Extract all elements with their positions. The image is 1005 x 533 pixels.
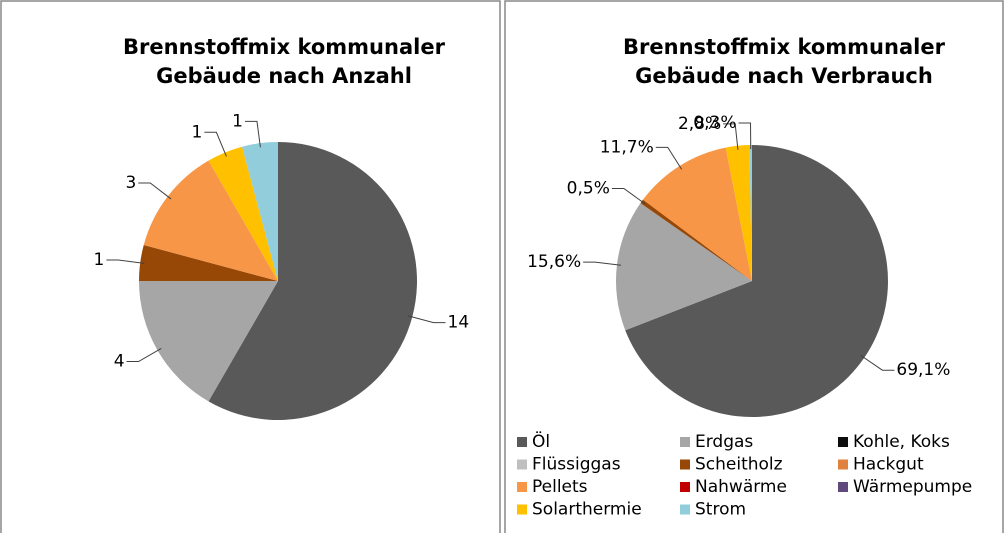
- data-label: 11,7%: [600, 137, 654, 157]
- pie-slice: [642, 199, 752, 281]
- pie-slice: [139, 281, 278, 402]
- legend-label: Wärmepumpe: [853, 477, 972, 497]
- leader-line: [408, 315, 446, 324]
- leader-line: [738, 122, 752, 150]
- leader-line: [723, 123, 739, 150]
- legend-swatch: [680, 482, 690, 492]
- legend-label: Solarthermie: [532, 500, 642, 520]
- legend-swatch: [517, 482, 527, 492]
- leader-line: [583, 261, 622, 266]
- legend-label: Pellets: [532, 477, 588, 497]
- legend-swatch: [517, 437, 527, 447]
- leader-line: [611, 188, 646, 205]
- pie-slice: [143, 160, 278, 281]
- data-label: 69,1%: [896, 360, 950, 380]
- leader-line: [244, 120, 261, 148]
- pie-slice: [242, 142, 278, 281]
- legend-swatch: [838, 459, 848, 470]
- pie-slice: [208, 142, 417, 420]
- data-label: 2,8%: [678, 114, 721, 134]
- data-label: 1: [94, 250, 105, 270]
- legend-swatch: [680, 459, 690, 470]
- leader-line: [860, 355, 895, 371]
- pie-slice: [139, 245, 278, 281]
- data-label: 3: [125, 173, 136, 193]
- leader-line: [655, 146, 683, 170]
- legend-swatch: [517, 459, 527, 470]
- legend-label: Strom: [695, 500, 746, 520]
- legend-label: Scheitholz: [695, 455, 783, 475]
- chart-title: Brennstoffmix kommunaler: [623, 35, 946, 59]
- legend-swatch: [838, 482, 848, 492]
- leader-line: [106, 259, 145, 264]
- data-label: 1: [192, 122, 203, 142]
- legend-swatch: [680, 437, 690, 447]
- pie-slice: [749, 145, 752, 281]
- data-label: 0,5%: [567, 179, 610, 199]
- legend-label: Erdgas: [695, 432, 753, 452]
- data-label: 0,3%: [693, 113, 736, 133]
- legend-label: Nahwärme: [695, 477, 787, 497]
- chart-title: Gebäude nach Anzahl: [156, 64, 412, 88]
- legend-swatch: [680, 504, 690, 515]
- legend-swatch: [517, 504, 527, 515]
- legend-swatch: [838, 437, 848, 447]
- leader-line: [126, 347, 162, 362]
- chart-title: Brennstoffmix kommunaler: [123, 35, 446, 59]
- leader-line: [204, 131, 227, 157]
- legend-label: Flüssiggas: [532, 455, 621, 475]
- pie-slice: [616, 203, 752, 331]
- data-label: 4: [114, 352, 125, 372]
- data-label: 1: [232, 111, 243, 131]
- legend-label: Öl: [532, 430, 550, 452]
- pie-slice: [640, 199, 752, 281]
- pie-slice: [208, 146, 278, 281]
- pie-slice: [725, 145, 752, 281]
- chart-title: Gebäude nach Verbrauch: [635, 64, 933, 88]
- pie-slice: [642, 147, 752, 281]
- legend-label: Hackgut: [853, 455, 924, 475]
- data-label: 14: [448, 313, 470, 333]
- legend-label: Kohle, Koks: [853, 432, 950, 452]
- pie-slice: [625, 145, 889, 418]
- leader-line: [138, 182, 172, 200]
- data-label: 15,6%: [527, 252, 581, 272]
